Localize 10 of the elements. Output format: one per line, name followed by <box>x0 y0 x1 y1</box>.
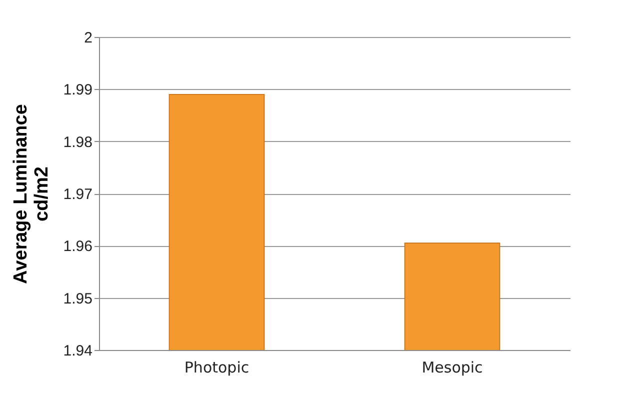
y-tick-label: 1.99 <box>63 82 92 99</box>
y-tick-label: 1.97 <box>63 186 92 203</box>
x-tick-label: Mesopic <box>422 358 483 376</box>
y-axis-title: Average Luminance cd/m2 <box>10 104 52 284</box>
x-tick-label: Photopic <box>184 358 250 376</box>
y-tick-label: 1.95 <box>63 290 92 308</box>
y-tick-label: 1.94 <box>63 342 92 360</box>
y-tick-label: 1.98 <box>63 134 92 151</box>
y-tick-label: 2 <box>84 30 92 46</box>
y-tick-label: 1.96 <box>63 238 92 256</box>
